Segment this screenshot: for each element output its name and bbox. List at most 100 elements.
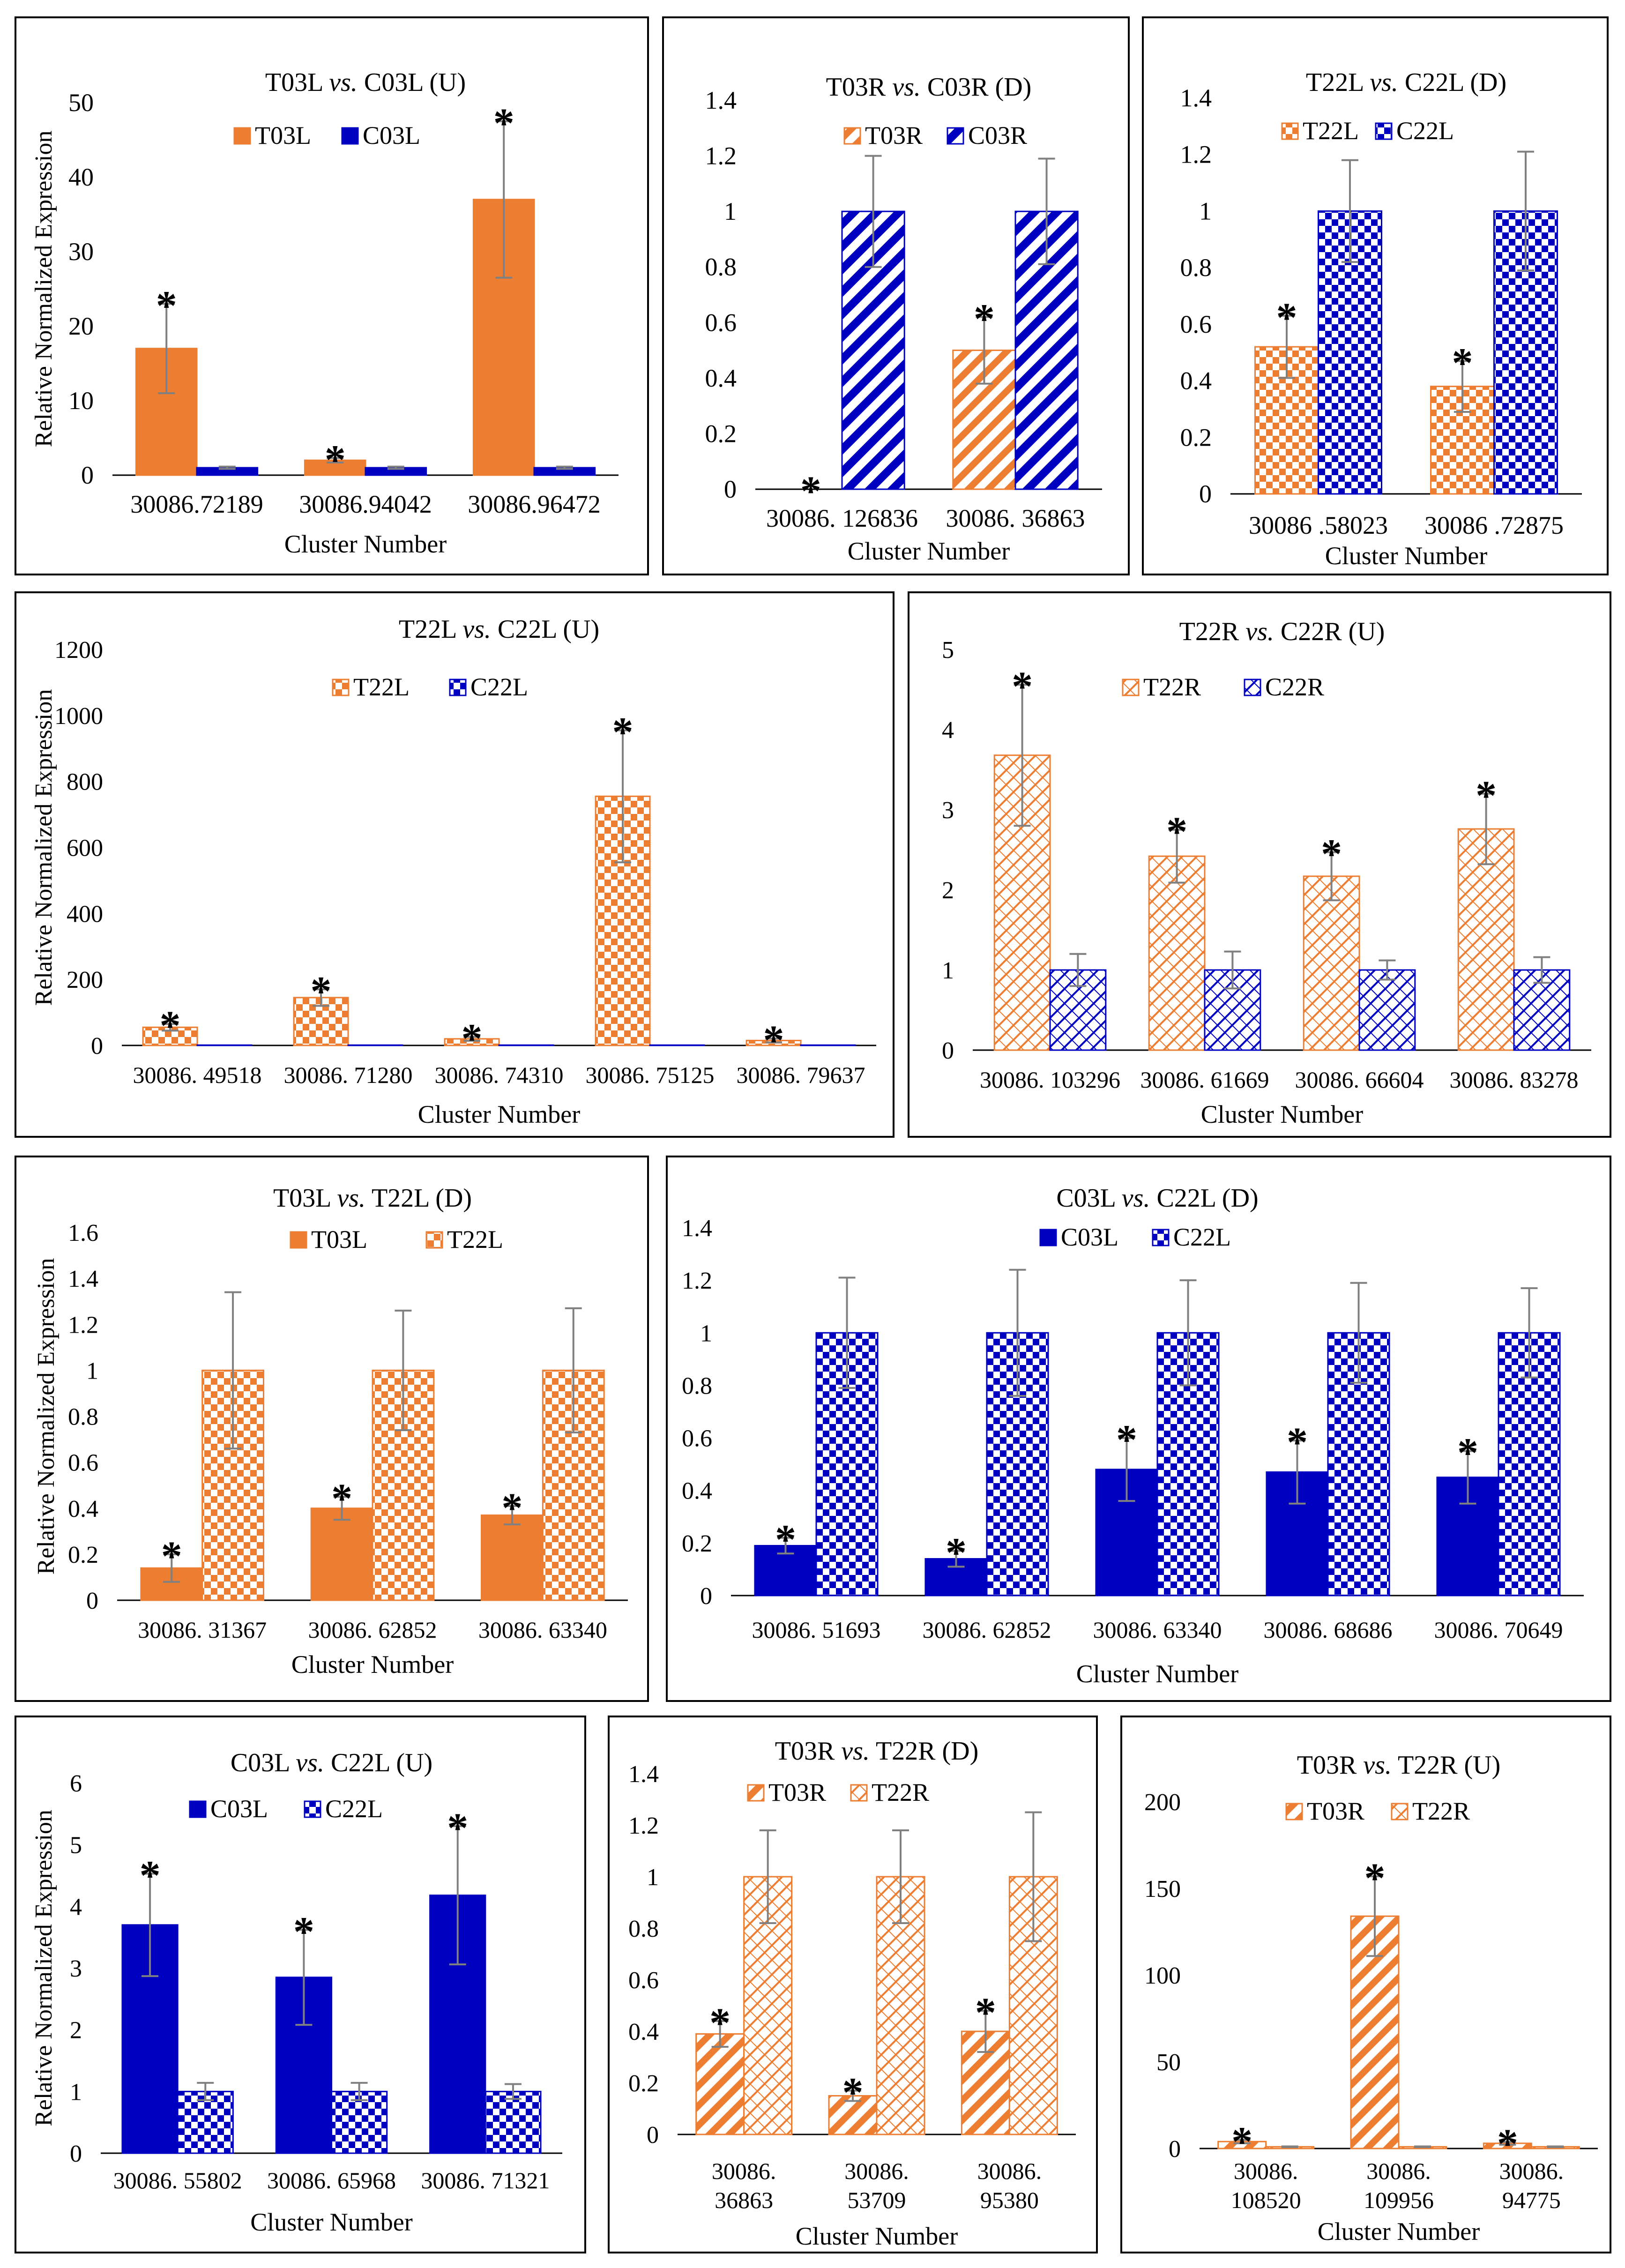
y-tick-label: 800 bbox=[67, 769, 103, 796]
y-tick-label: 1.6 bbox=[68, 1220, 98, 1246]
bar-c22r-3 bbox=[1358, 969, 1416, 1051]
x-category-label: 30086. 63340 bbox=[1093, 1617, 1222, 1643]
x-category-label: 30086 .58023 bbox=[1249, 511, 1388, 539]
chart-title: T03L vs. C03L (U) bbox=[265, 68, 466, 97]
significance-asterisk: * bbox=[775, 1517, 796, 1563]
legend-swatch-c22l bbox=[449, 679, 467, 696]
y-tick-label: 5 bbox=[942, 637, 954, 664]
panel-t03l-vs-t22l-d: T03L vs. T22L (D) 0 0.2 0.4 0.6 0.8 1 1.2 1.4 1.6… bbox=[15, 1156, 649, 1702]
chart-title: T03R vs. T22R (D) bbox=[775, 1737, 979, 1766]
x-category-label: 30086.94042 bbox=[299, 490, 432, 518]
chart-title: T22R vs. C22R (U) bbox=[1179, 617, 1385, 646]
significance-asterisk: * bbox=[1457, 1430, 1478, 1477]
y-tick-label: 0 bbox=[70, 2141, 82, 2167]
legend-label-t22l: T22L bbox=[1303, 117, 1359, 145]
y-axis-label: Relative Normalized Expression bbox=[30, 1810, 57, 2126]
x-category-label: 30086. 51693 bbox=[752, 1617, 881, 1643]
legend-label-t22r: T22R bbox=[872, 1778, 929, 1806]
legend-label-c22l: C22L bbox=[325, 1795, 383, 1823]
y-tick-label: 0.6 bbox=[1180, 310, 1212, 338]
y-tick-label: 0.6 bbox=[68, 1450, 98, 1477]
y-axis-label: Relative Normalized Expression bbox=[30, 689, 57, 1006]
x-category-label: 30086. bbox=[977, 2158, 1042, 2184]
chart-title-part: C03R (D) bbox=[921, 73, 1031, 102]
legend-swatch-t03l bbox=[233, 127, 251, 145]
significance-asterisk: * bbox=[709, 2000, 731, 2046]
y-tick-label: 0 bbox=[86, 1588, 98, 1614]
chart-title-part: C03L bbox=[1056, 1184, 1121, 1213]
y-tick-label: 150 bbox=[1144, 1876, 1181, 1902]
y-tick-label: 50 bbox=[1156, 2049, 1181, 2076]
y-tick-label: 1.2 bbox=[705, 142, 737, 170]
panel-t03r-vs-t22r-u: T03R vs. T22R (U)050100150200*30086.1085… bbox=[1120, 1716, 1611, 2253]
panel-c03l-vs-c22l-u: C03L vs. C22L (U) 0 1 2 3 4 5 6 Relative Normali… bbox=[15, 1716, 586, 2253]
legend-swatch-c22l bbox=[1152, 1229, 1170, 1246]
significance-asterisk: * bbox=[462, 1016, 483, 1062]
x-category-label: 30086 .72875 bbox=[1424, 511, 1564, 539]
y-tick-label: 0.4 bbox=[628, 2019, 659, 2045]
x-category-label: 30086. 49518 bbox=[133, 1062, 262, 1088]
x-category-label: 94775 bbox=[1502, 2187, 1561, 2213]
panel-t03r-vs-c03r-d: T03R vs. C03R (D)00.20.40.60.811.21.4*30… bbox=[662, 16, 1130, 575]
chart-title-part: vs. bbox=[1122, 1184, 1150, 1213]
chart-title-part: vs. bbox=[329, 68, 358, 97]
chart-title: T22L vs. C22L (U) bbox=[399, 615, 599, 644]
y-tick-label: 1.2 bbox=[682, 1268, 712, 1294]
x-category-label: 30086. 63340 bbox=[478, 1617, 607, 1643]
chart-title-part: C22L (D) bbox=[1150, 1184, 1258, 1213]
y-tick-label: 2 bbox=[70, 2017, 82, 2044]
y-tick-label: 4 bbox=[942, 717, 954, 744]
y-tick-label: 0 bbox=[700, 1583, 712, 1610]
legend-swatch-t03r bbox=[747, 1784, 765, 1802]
legend-label-t03l: T03L bbox=[311, 1225, 367, 1253]
y-tick-label: 6 bbox=[70, 1770, 82, 1797]
legend-swatch-t22r bbox=[850, 1784, 868, 1802]
legend-label-c03l: C03L bbox=[210, 1795, 268, 1823]
y-axis-label: Relative Normalized Expression bbox=[33, 1258, 60, 1575]
bar-c22l-3 bbox=[485, 2090, 542, 2154]
significance-asterisk: * bbox=[1476, 773, 1497, 819]
y-tick-label: 40 bbox=[68, 163, 94, 191]
bar-t22r-2 bbox=[876, 1876, 925, 2135]
significance-asterisk: * bbox=[1231, 2119, 1252, 2165]
legend-label-c03l: C03L bbox=[363, 121, 420, 149]
y-tick-label: 0 bbox=[1199, 480, 1212, 508]
x-category-label: 36863 bbox=[715, 2187, 773, 2213]
y-tick-label: 0.6 bbox=[682, 1425, 712, 1452]
bar-c22r-1 bbox=[1049, 969, 1107, 1051]
x-category-label: 30086. 75125 bbox=[586, 1062, 715, 1088]
y-tick-label: 0.2 bbox=[628, 2070, 659, 2097]
x-axis-label: Cluster Number bbox=[1201, 1100, 1363, 1128]
y-tick-label: 1 bbox=[942, 957, 954, 984]
chart-title-part: T22R bbox=[1179, 617, 1246, 646]
chart-title-part: C22L (U) bbox=[491, 615, 599, 644]
chart-title: T03L vs. T22L (D) bbox=[273, 1184, 472, 1213]
panel-frame bbox=[15, 591, 894, 1138]
significance-asterisk: * bbox=[1287, 1419, 1308, 1466]
x-category-label: 109956 bbox=[1364, 2187, 1434, 2213]
legend-label-c22l: C22L bbox=[470, 673, 528, 701]
significance-asterisk: * bbox=[447, 1805, 468, 1851]
legend-label-c03l: C03L bbox=[1061, 1223, 1118, 1251]
x-category-label: 30086. 79637 bbox=[737, 1062, 865, 1088]
y-tick-label: 1.2 bbox=[1180, 141, 1212, 169]
x-category-label: 30086. 68686 bbox=[1264, 1617, 1393, 1643]
significance-asterisk: * bbox=[1166, 809, 1187, 855]
x-category-label: 30086. bbox=[844, 2158, 909, 2184]
significance-asterisk: * bbox=[763, 1017, 784, 1064]
chart-title: T22L vs. C22L (D) bbox=[1306, 68, 1506, 97]
bar-c22l-1 bbox=[177, 2090, 234, 2154]
significance-asterisk: * bbox=[161, 1533, 182, 1580]
legend-swatch-c22l bbox=[304, 1800, 321, 1818]
chart-title-part: T22L bbox=[399, 615, 462, 644]
chart-title-part: vs. bbox=[841, 1737, 870, 1766]
chart-title: T03R vs. T22R (U) bbox=[1297, 1751, 1501, 1780]
chart-title-part: C22L (D) bbox=[1398, 68, 1506, 97]
y-tick-label: 0.8 bbox=[682, 1373, 712, 1399]
legend-swatch-t22r bbox=[1122, 679, 1140, 696]
legend-label-t22l: T22L bbox=[447, 1225, 503, 1253]
panel-t22r-vs-c22r-u: T22R vs. C22R (U) 0 1 2 3 4 5 * 30086. 103296 * 30… bbox=[908, 591, 1611, 1138]
y-tick-label: 0.4 bbox=[682, 1478, 712, 1505]
y-tick-label: 1.4 bbox=[1180, 84, 1212, 112]
significance-asterisk: * bbox=[331, 1476, 352, 1522]
